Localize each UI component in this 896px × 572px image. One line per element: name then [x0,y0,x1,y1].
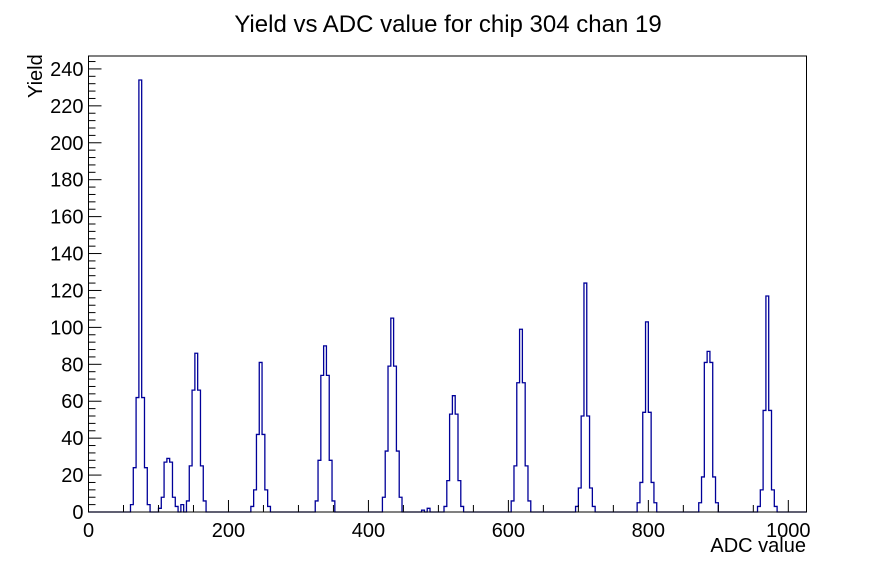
plot-frame [88,55,807,513]
x-tick-label: 200 [212,520,245,542]
y-tick-label: 100 [50,317,83,339]
x-tick-label: 800 [632,520,665,542]
y-tick-label: 220 [50,96,83,118]
y-tick-label: 140 [50,244,83,266]
y-tick-label: 0 [72,502,83,524]
y-axis-title: Yield [25,54,47,98]
y-tick-label: 40 [61,428,83,450]
y-tick-label: 160 [50,207,83,229]
y-tick-label: 60 [61,391,83,413]
y-tick-label: 180 [50,170,83,192]
y-tick-label: 120 [50,280,83,302]
y-tick-label: 200 [50,133,83,155]
y-tick-label: 20 [61,465,83,487]
x-tick-label: 400 [352,520,385,542]
axis-tick-labels: 0 200 400 600 800 1000 0 20 40 60 80 100 120 140 160 18… [50,59,810,542]
x-tick-label: 600 [492,520,525,542]
y-tick-label: 240 [50,59,83,81]
x-tick-label: 1000 [766,520,811,542]
x-tick-label: 0 [83,520,94,542]
chart-title: Yield vs ADC value for chip 304 chan 19 [234,11,662,38]
x-axis-title: ADC value [710,535,806,557]
y-tick-label: 80 [61,354,83,376]
axis-ticks [88,61,789,513]
histogram-line [88,79,807,513]
